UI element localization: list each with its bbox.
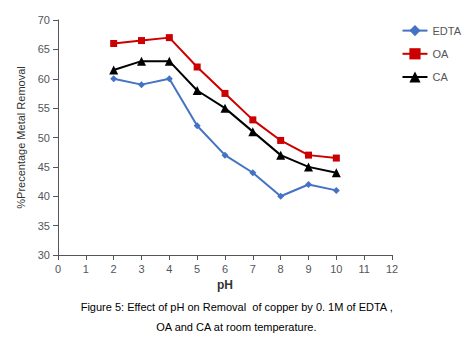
- svg-text:3: 3: [138, 263, 144, 275]
- svg-text:6: 6: [222, 263, 228, 275]
- svg-text:Figure 5: Effect of pH on Remo: Figure 5: Effect of pH on Removal of cop…: [81, 301, 393, 313]
- svg-text:12: 12: [386, 263, 398, 275]
- svg-text:55: 55: [38, 102, 50, 114]
- svg-text:1: 1: [83, 263, 89, 275]
- svg-text:50: 50: [38, 132, 50, 144]
- svg-text:5: 5: [194, 263, 200, 275]
- svg-text:2: 2: [111, 263, 117, 275]
- svg-text:OA: OA: [432, 48, 449, 60]
- svg-text:70: 70: [38, 14, 50, 26]
- svg-text:7: 7: [250, 263, 256, 275]
- svg-text:CA: CA: [432, 71, 448, 83]
- svg-text:%Precentage Metal Removal: %Precentage Metal Removal: [15, 66, 27, 208]
- svg-text:30: 30: [38, 249, 50, 261]
- svg-text:11: 11: [358, 263, 369, 275]
- svg-text:65: 65: [38, 43, 50, 55]
- svg-text:8: 8: [278, 263, 284, 275]
- svg-text:pH: pH: [217, 278, 233, 292]
- svg-text:60: 60: [38, 73, 50, 85]
- svg-text:OA and CA at room temperature.: OA and CA at room temperature.: [156, 321, 316, 333]
- svg-text:9: 9: [305, 263, 311, 275]
- svg-text:4: 4: [166, 263, 172, 275]
- svg-text:45: 45: [38, 161, 50, 173]
- svg-text:40: 40: [38, 190, 50, 202]
- svg-text:EDTA: EDTA: [432, 25, 461, 37]
- svg-text:35: 35: [38, 220, 50, 232]
- svg-text:0: 0: [55, 263, 61, 275]
- svg-text:10: 10: [330, 263, 342, 275]
